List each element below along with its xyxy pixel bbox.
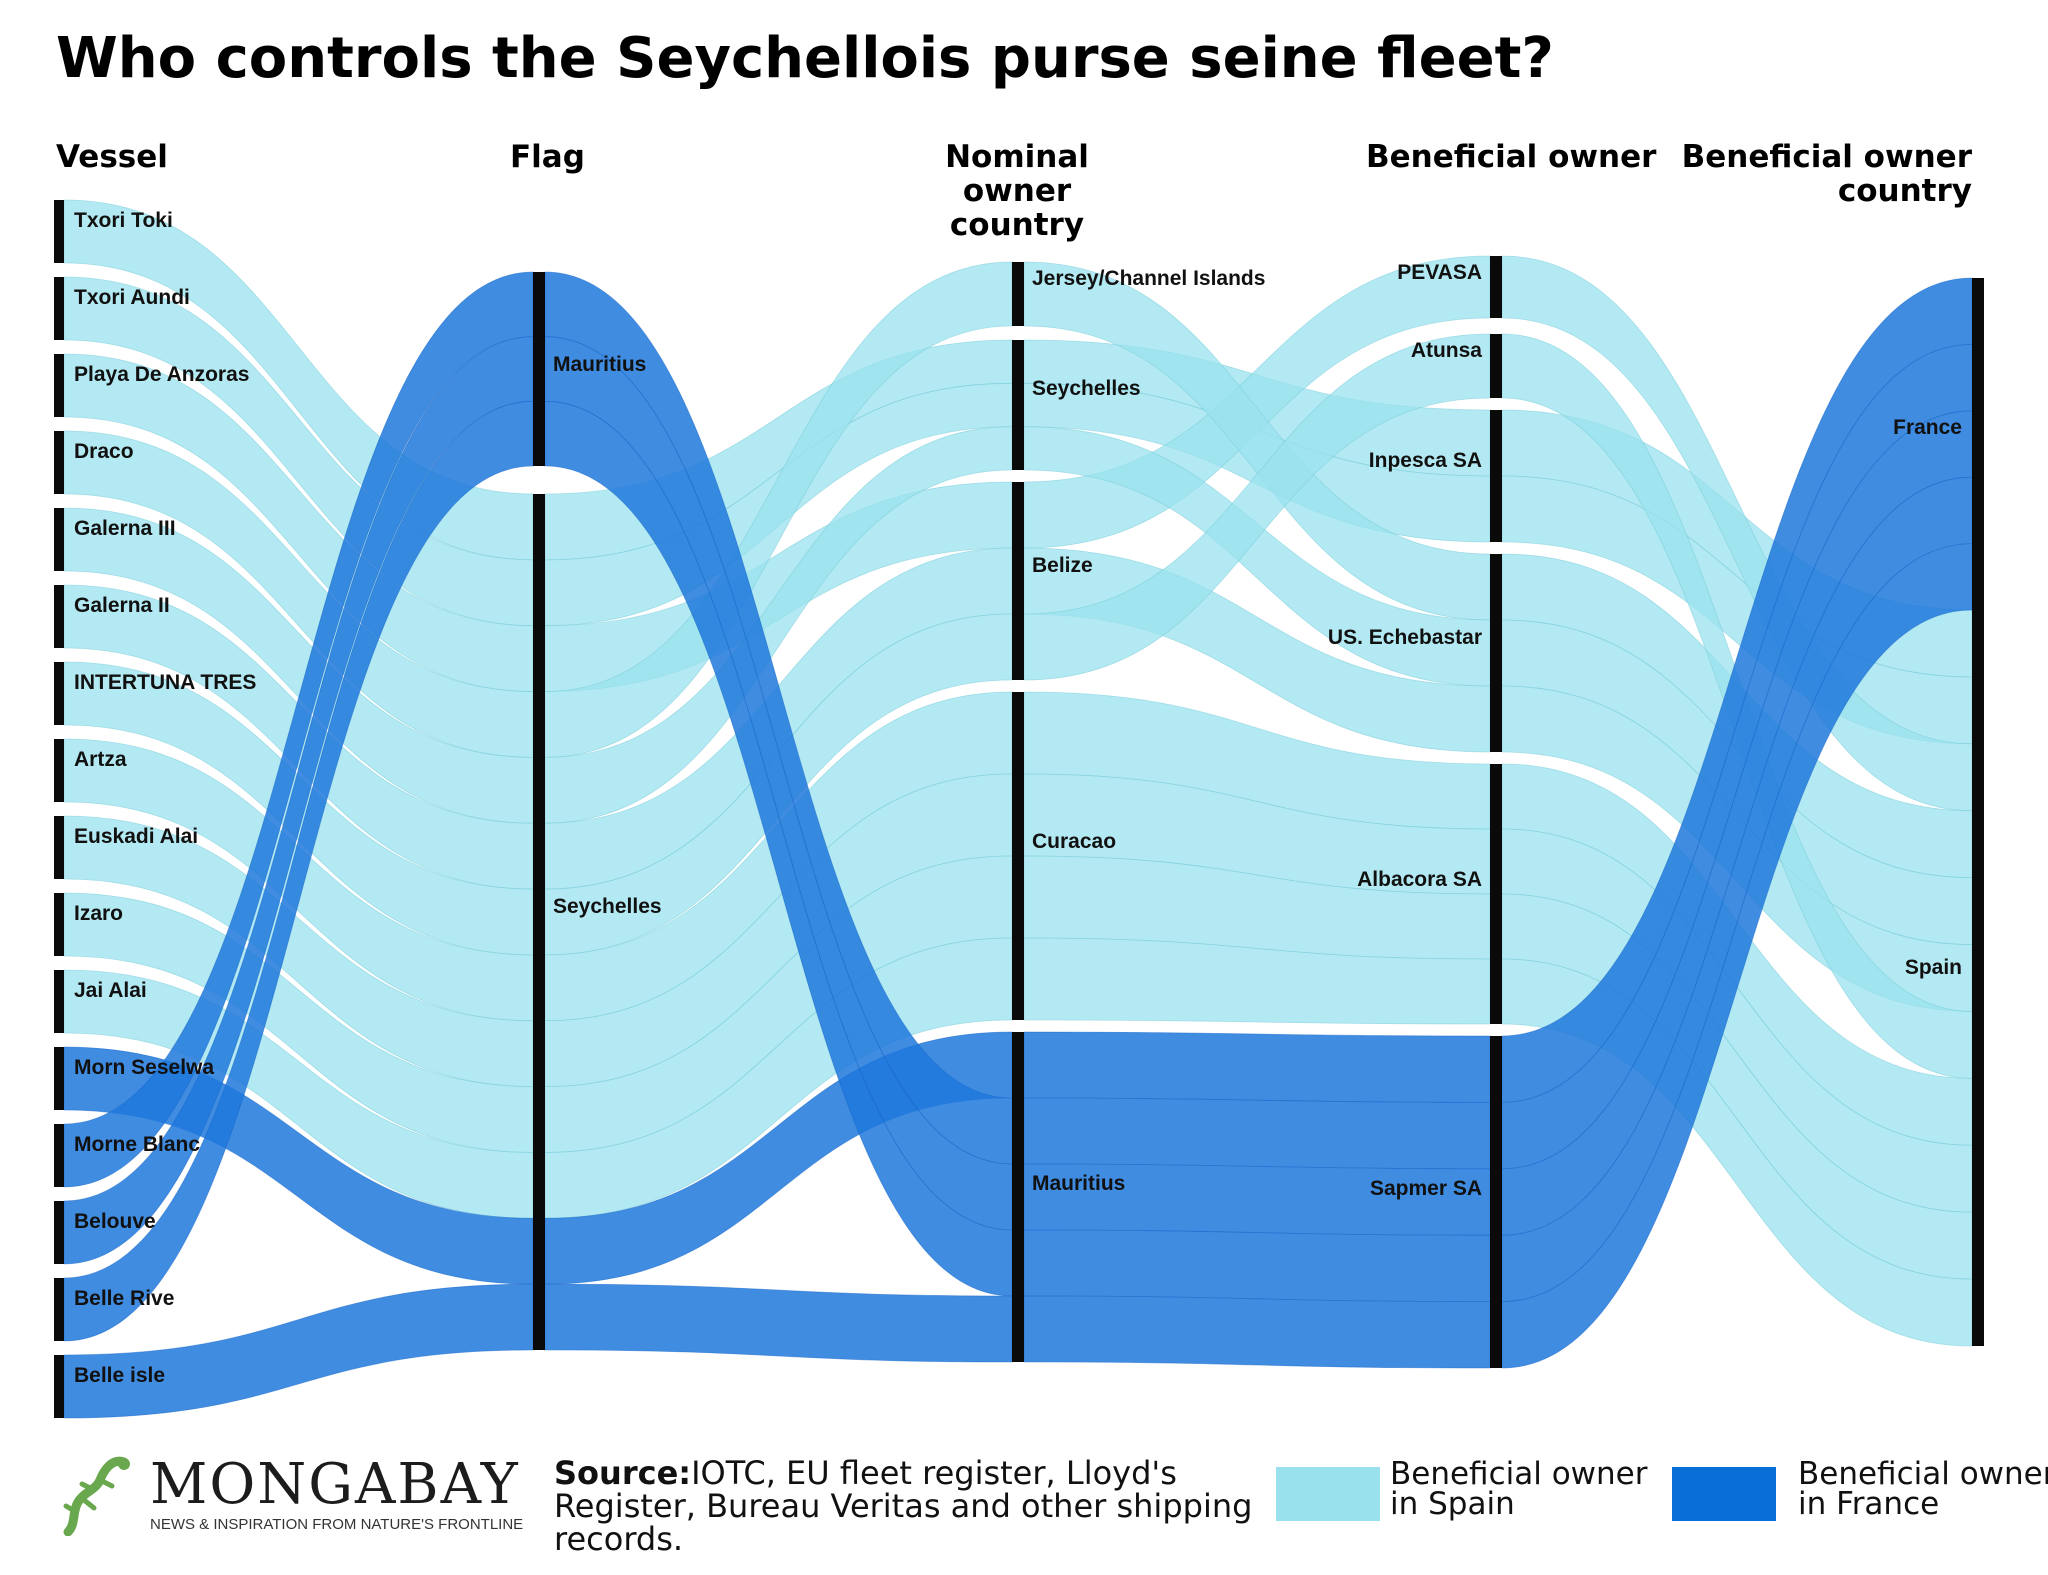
mongabay-logo-wordmark: MONGABAY [150, 1452, 520, 1517]
node-bar-flag-mauritius [533, 272, 545, 466]
node-label-vessel-intertuna-tres: INTERTUNA TRES [74, 671, 256, 694]
node-label-vessel-belle-isle: Belle isle [74, 1364, 165, 1387]
node-label-nominal-curacao: Curacao [1032, 830, 1116, 853]
flow-belle-rive-nominal-to-beneficial [1023, 1229, 1491, 1303]
flow-belle-isle-nominal-to-beneficial [1023, 1295, 1491, 1369]
node-label-vessel-jai-alai: Jai Alai [74, 979, 147, 1002]
node-label-flag-seychelles: Seychelles [553, 895, 662, 918]
node-label-vessel-galerna-ii: Galerna II [74, 594, 170, 617]
node-bar-nominal-belize [1012, 482, 1024, 680]
node-bar-nominal-curacao [1012, 692, 1024, 1020]
source-note: Source:IOTC, EU fleet register, Lloyd's … [554, 1457, 1294, 1556]
node-bar-beneficial-pevasa [1490, 256, 1502, 318]
node-label-flag-mauritius: Mauritius [553, 353, 646, 376]
node-bar-vessel-belle-rive [54, 1278, 64, 1341]
sankey-node-labels: Txori Toki Txori Aundi Playa De Anzoras Dra… [74, 209, 1962, 1387]
node-bar-vessel-morn-seselwa [54, 1047, 64, 1110]
node-label-vessel-artza: Artza [74, 748, 127, 771]
mongabay-logo-tagline: NEWS & INSPIRATION FROM NATURE'S FRONTLI… [150, 1516, 524, 1533]
node-bar-nominal-jersey-channel-islands [1012, 262, 1024, 326]
source-label: Source: [554, 1454, 692, 1492]
node-bar-beneficial-sapmer-sa [1490, 1036, 1502, 1368]
node-label-vessel-belle-rive: Belle Rive [74, 1287, 174, 1310]
node-label-nominal-mauritius: Mauritius [1032, 1172, 1125, 1195]
column-header-beneficial-owner: Beneficial owner [1366, 139, 1657, 175]
node-bar-vessel-euskadi-alai [54, 816, 64, 879]
sankey-diagram: Txori Toki Txori Aundi Playa De Anzoras Dra… [54, 199, 1984, 1419]
node-bar-beneficial-albacora-sa [1490, 764, 1502, 1024]
node-label-vessel-txori-toki: Txori Toki [74, 209, 173, 232]
node-label-beneficial-us-echebastar: US. Echebastar [1328, 626, 1482, 649]
node-label-beneficial-pevasa: PEVASA [1397, 261, 1482, 284]
node-label-nominal-seychelles: Seychelles [1032, 377, 1141, 400]
column-header-nominal-owner-country: Nominal owner country [945, 139, 1089, 243]
node-label-beneficial-inpesca-sa: Inpesca SA [1369, 449, 1482, 472]
node-bar-vessel-belouve [54, 1201, 64, 1264]
node-label-vessel-belouve: Belouve [74, 1210, 156, 1233]
node-bar-vessel-txori-toki [54, 200, 64, 263]
node-bar-beneficial-inpesca-sa [1490, 410, 1502, 542]
chart-title: Who controls the Seychellois purse seine… [56, 26, 1554, 91]
node-bar-vessel-jai-alai [54, 970, 64, 1033]
node-label-beneficial-atunsa: Atunsa [1411, 339, 1482, 362]
node-label-country-france: France [1893, 416, 1962, 439]
node-label-vessel-morne-blanc: Morne Blanc [74, 1133, 200, 1156]
legend-swatch-france [1672, 1467, 1776, 1521]
node-bar-vessel-txori-aundi [54, 277, 64, 340]
node-bar-vessel-galerna-ii [54, 585, 64, 648]
node-bar-vessel-draco [54, 431, 64, 494]
sankey-links [63, 199, 1973, 1419]
node-label-vessel-morn-seselwa: Morn Seselwa [74, 1056, 214, 1079]
node-bar-nominal-seychelles [1012, 340, 1024, 470]
legend-swatch-spain [1276, 1467, 1380, 1521]
node-label-vessel-txori-aundi: Txori Aundi [74, 286, 190, 309]
node-bar-country-france [1972, 278, 1984, 610]
node-bar-beneficial-atunsa [1490, 334, 1502, 398]
node-bar-country-spain [1972, 610, 1984, 1346]
node-bar-beneficial-us-echebastar [1490, 554, 1502, 752]
node-label-country-spain: Spain [1905, 956, 1962, 979]
sankey-node-bars [54, 200, 1984, 1418]
flow-morne-blanc-nominal-to-beneficial [1023, 1097, 1491, 1170]
node-label-vessel-galerna-iii: Galerna III [74, 517, 176, 540]
node-label-vessel-draco: Draco [74, 440, 134, 463]
node-label-vessel-playa-de-anzoras: Playa De Anzoras [74, 363, 249, 386]
node-label-nominal-belize: Belize [1032, 554, 1093, 577]
node-label-vessel-izaro: Izaro [74, 902, 123, 925]
source-text: IOTC, EU fleet register, Lloyd's Registe… [554, 1454, 1253, 1558]
node-bar-nominal-mauritius [1012, 1032, 1024, 1362]
node-bar-vessel-galerna-iii [54, 508, 64, 571]
node-label-beneficial-sapmer-sa: Sapmer SA [1370, 1177, 1482, 1200]
node-label-vessel-euskadi-alai: Euskadi Alai [74, 825, 198, 848]
flow-morn-seselwa-nominal-to-beneficial [1023, 1031, 1491, 1103]
legend-label-spain: Beneficial owner in Spain [1390, 1456, 1648, 1522]
node-label-nominal-jersey-channel-islands: Jersey/Channel Islands [1032, 267, 1265, 290]
legend-label-france: Beneficial owner in France [1798, 1456, 2048, 1522]
node-bar-vessel-izaro [54, 893, 64, 956]
column-header-flag: Flag [510, 139, 585, 175]
node-bar-vessel-artza [54, 739, 64, 802]
column-header-beneficial-owner-country: Beneficial owner country [1681, 139, 1972, 209]
node-bar-vessel-intertuna-tres [54, 662, 64, 725]
node-bar-flag-seychelles [533, 494, 545, 1350]
node-bar-vessel-playa-de-anzoras [54, 354, 64, 417]
column-header-vessel: Vessel [56, 139, 168, 175]
flow-belle-isle-flag-to-nominal [544, 1283, 1013, 1363]
node-bar-vessel-belle-isle [54, 1355, 64, 1418]
node-bar-vessel-morne-blanc [54, 1124, 64, 1187]
gecko-icon [63, 1456, 130, 1536]
node-label-beneficial-albacora-sa: Albacora SA [1357, 868, 1482, 891]
